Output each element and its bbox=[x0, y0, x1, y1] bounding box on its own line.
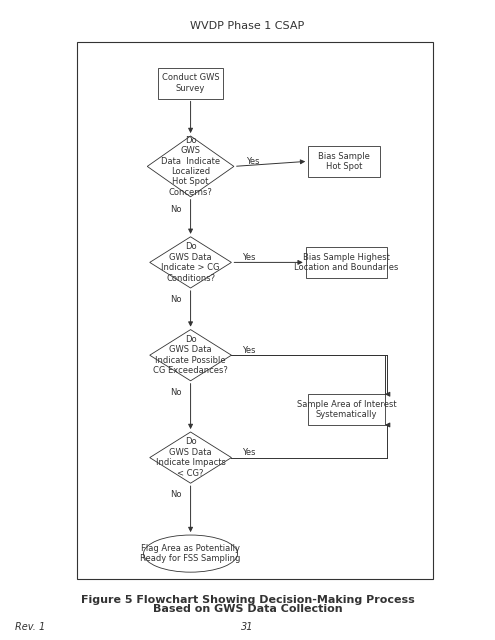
Bar bbox=[77, 42, 433, 579]
Text: Yes: Yes bbox=[242, 253, 255, 262]
Text: 31: 31 bbox=[241, 622, 254, 632]
FancyBboxPatch shape bbox=[158, 68, 223, 99]
Polygon shape bbox=[148, 136, 234, 197]
Text: Yes: Yes bbox=[242, 448, 255, 457]
Text: WVDP Phase 1 CSAP: WVDP Phase 1 CSAP bbox=[191, 20, 304, 31]
Polygon shape bbox=[149, 432, 232, 483]
FancyBboxPatch shape bbox=[308, 146, 380, 177]
Text: Do
GWS Data
Indicate Possible
CG Exceedances?: Do GWS Data Indicate Possible CG Exceeda… bbox=[153, 335, 228, 375]
Text: No: No bbox=[170, 295, 182, 304]
Text: Rev. 1: Rev. 1 bbox=[15, 622, 45, 632]
Text: Do
GWS Data
Indicate > CG
Conditions?: Do GWS Data Indicate > CG Conditions? bbox=[161, 243, 220, 282]
Text: Figure 5 Flowchart Showing Decision-Making Process: Figure 5 Flowchart Showing Decision-Maki… bbox=[81, 595, 414, 605]
Ellipse shape bbox=[144, 535, 238, 572]
Text: No: No bbox=[170, 205, 182, 214]
Polygon shape bbox=[149, 237, 232, 288]
Text: Sample Area of Interest
Systematically: Sample Area of Interest Systematically bbox=[297, 400, 396, 419]
Text: Do
GWS
Data  Indicate
Localized
Hot Spot
Concerns?: Do GWS Data Indicate Localized Hot Spot … bbox=[161, 136, 220, 197]
Text: Yes: Yes bbox=[242, 346, 255, 355]
Text: Bias Sample Highest
Location and Boundaries: Bias Sample Highest Location and Boundar… bbox=[295, 253, 398, 272]
Text: No: No bbox=[170, 388, 182, 397]
Text: Flag Area as Potentially
Ready for FSS Sampling: Flag Area as Potentially Ready for FSS S… bbox=[141, 544, 241, 563]
Text: No: No bbox=[170, 490, 182, 499]
Text: Yes: Yes bbox=[246, 157, 259, 166]
Text: Based on GWS Data Collection: Based on GWS Data Collection bbox=[152, 604, 343, 614]
Text: Conduct GWS
Survey: Conduct GWS Survey bbox=[162, 74, 219, 93]
FancyBboxPatch shape bbox=[308, 394, 385, 425]
Text: Do
GWS Data
Indicate Impacts
< CG?: Do GWS Data Indicate Impacts < CG? bbox=[155, 438, 226, 477]
FancyBboxPatch shape bbox=[305, 247, 387, 278]
Text: Bias Sample
Hot Spot: Bias Sample Hot Spot bbox=[318, 152, 370, 171]
Polygon shape bbox=[149, 330, 232, 381]
